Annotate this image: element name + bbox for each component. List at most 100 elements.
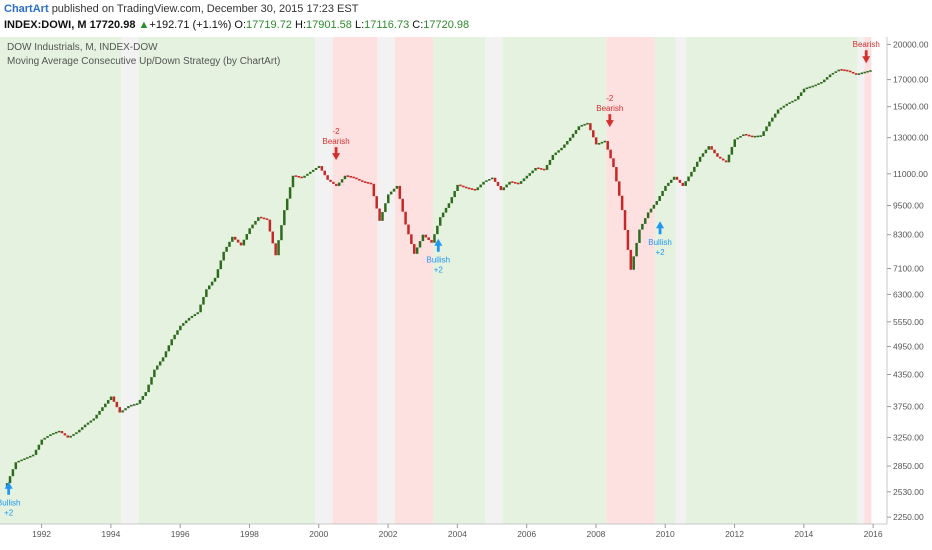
signal-bearish[interactable]: Bearish-2 [596, 94, 623, 128]
price-bar [459, 184, 462, 187]
strategy-background [0, 37, 872, 524]
signal-bullish[interactable]: Bullish+2 [648, 221, 672, 257]
price-bar [291, 175, 295, 188]
price-bar [597, 143, 601, 145]
price-bar [797, 95, 800, 100]
price-bar [464, 186, 468, 189]
price-bar [837, 69, 840, 72]
price-bar [147, 384, 150, 393]
price-bar [8, 476, 12, 484]
price-bar [655, 201, 659, 205]
price-bar [727, 154, 731, 163]
price-bar [514, 182, 517, 184]
price-bar [646, 212, 650, 219]
signal-bearish[interactable]: Bearish-2 [323, 127, 350, 161]
price-bar [132, 404, 136, 406]
price-bar [54, 431, 58, 434]
price-bar [609, 149, 612, 159]
price-bar [823, 79, 826, 83]
price-bar [779, 107, 783, 110]
chart-header: ChartArt published on TradingView.com, D… [0, 0, 932, 36]
price-bar [626, 229, 630, 250]
price-bar [222, 251, 225, 261]
price-bar [28, 455, 32, 458]
signal-bearish[interactable]: Bearish [853, 40, 880, 64]
price-bar [693, 166, 696, 172]
price-bar [843, 69, 846, 72]
price-tick-label: 2850.00 [893, 461, 924, 471]
price-bar [866, 70, 869, 73]
price-bar [580, 124, 583, 127]
price-bar [719, 156, 722, 159]
price-bar [681, 182, 685, 186]
time-axis[interactable]: 1992 1994 1996 1998 2000 2002 2004 2006 2008 2010… [32, 524, 883, 539]
price-bar [773, 113, 777, 118]
price-tick-label: 15000.00 [893, 102, 929, 112]
price-bar [335, 183, 338, 186]
price-bar [690, 171, 693, 177]
price-bar [574, 130, 578, 134]
price-bar [11, 469, 15, 477]
price-tick-label: 17000.00 [893, 75, 929, 85]
price-bar [277, 240, 280, 256]
price-bar [762, 131, 765, 136]
price-bar [730, 146, 734, 155]
signal-label: Bullish [0, 499, 20, 508]
price-bar [225, 246, 228, 252]
price-tick-label: 2250.00 [893, 512, 924, 522]
time-tick-label: 2014 [794, 529, 813, 539]
price-bar [401, 198, 404, 212]
price-bar [257, 217, 260, 221]
price-bar [164, 351, 168, 358]
price-bar [262, 217, 266, 220]
time-tick-label: 2004 [448, 529, 467, 539]
price-bar [516, 182, 520, 185]
price-bar [848, 70, 852, 73]
price-bar [825, 77, 829, 80]
price-bar [638, 229, 641, 243]
author-link[interactable]: ChartArt [4, 3, 49, 15]
strategy-signals: Bullish+2 Bearish-2 Bullish+2 Bearish-2 Bull… [0, 40, 880, 517]
price-axis[interactable]: 20000.00 17000.00 15000.00 13000.00 11000.00… [887, 39, 929, 522]
price-bar [771, 117, 774, 122]
price-bar [366, 182, 370, 184]
price-bar [577, 126, 581, 131]
price-bar [488, 178, 491, 181]
open-value: 17719.72 [246, 19, 292, 31]
price-bar [467, 187, 471, 190]
price-bar [499, 186, 503, 191]
price-bar [436, 225, 439, 235]
up-arrow-icon: ▲ [138, 19, 150, 31]
last-price: 17720.98 [89, 19, 136, 31]
price-chart[interactable]: Bullish+2 Bearish-2 Bullish+2 Bearish-2 Bull… [0, 37, 932, 550]
price-bar [814, 84, 817, 87]
price-bar [750, 135, 754, 138]
price-bar [228, 241, 231, 247]
price-bar [678, 179, 682, 183]
price-bar [508, 181, 511, 185]
price-bar [473, 188, 477, 191]
price-bar [811, 85, 814, 88]
price-bar [643, 218, 647, 224]
price-bar [441, 212, 445, 218]
price-bar [672, 176, 676, 180]
signal-bullish[interactable]: Bullish+2 [0, 481, 20, 518]
price-bar [733, 139, 736, 147]
price-bar [104, 403, 107, 408]
price-bar [548, 159, 552, 165]
price-bar [184, 320, 188, 324]
signal-bullish[interactable]: Bullish+2 [427, 238, 451, 275]
price-bar [251, 224, 254, 229]
ohlc-bars [5, 69, 872, 487]
region-bull [138, 37, 316, 524]
price-bar [869, 70, 872, 72]
price-bar [106, 400, 110, 404]
price-bar [736, 137, 739, 140]
price-bar [80, 427, 84, 430]
price-bar [675, 176, 679, 180]
price-bar [566, 141, 569, 145]
price-bar [502, 187, 506, 191]
price-bar [661, 190, 664, 196]
price-bar [369, 182, 373, 185]
price-bar [768, 121, 771, 127]
